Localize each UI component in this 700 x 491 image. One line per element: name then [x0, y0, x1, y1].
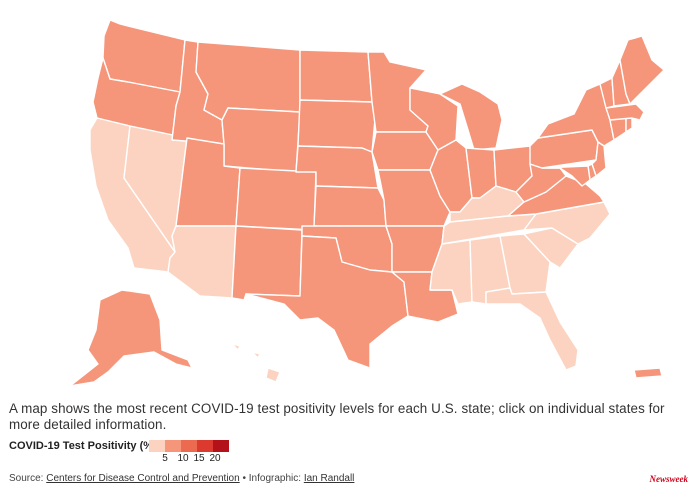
state-PR[interactable]: [633, 367, 663, 379]
state-HI[interactable]: [231, 343, 281, 383]
legend-swatch: [197, 440, 213, 452]
state-TX[interactable]: [245, 235, 409, 369]
source-link[interactable]: Centers for Disease Control and Preventi…: [46, 473, 240, 484]
state-MD[interactable]: [541, 165, 591, 187]
state-MA[interactable]: [605, 103, 645, 121]
source-prefix: Source:: [9, 473, 44, 484]
us-state-map-svg: [69, 19, 665, 387]
legend-swatch: [181, 440, 197, 452]
state-NM[interactable]: [231, 225, 303, 301]
state-AZ[interactable]: [167, 225, 237, 299]
legend-title: COVID-19 Test Positivity (%):: [9, 440, 161, 452]
newsweek-logo: Newsweek: [649, 474, 689, 484]
footer-separator: •: [242, 473, 246, 484]
us-state-map: [69, 19, 665, 387]
legend-swatches: [149, 440, 229, 452]
footer: Source: Centers for Disease Control and …: [9, 473, 354, 484]
legend-tick: 15: [193, 453, 205, 464]
author-link[interactable]: Ian Randall: [303, 473, 355, 484]
legend-tick: 20: [209, 453, 221, 464]
state-MI[interactable]: [439, 83, 503, 151]
state-SD[interactable]: [297, 99, 377, 153]
state-ND[interactable]: [299, 49, 373, 103]
map-caption: A map shows the most recent COVID-19 tes…: [9, 401, 665, 432]
state-RI[interactable]: [625, 117, 633, 133]
infographic-prefix: Infographic:: [248, 473, 302, 484]
state-KS[interactable]: [313, 185, 387, 227]
state-ME[interactable]: [619, 35, 665, 105]
legend-swatch: [149, 440, 165, 452]
legend-swatch: [165, 440, 181, 452]
state-MT[interactable]: [195, 41, 301, 121]
state-CO[interactable]: [235, 167, 317, 231]
legend-swatch: [213, 440, 229, 452]
state-WY[interactable]: [221, 107, 301, 173]
state-FL[interactable]: [485, 287, 579, 371]
state-IA[interactable]: [371, 131, 439, 171]
legend-tick: 5: [162, 453, 168, 464]
legend-tick: 10: [177, 453, 189, 464]
state-AK[interactable]: [69, 289, 193, 387]
legend-ticks: 5 10 15 20: [149, 453, 229, 465]
